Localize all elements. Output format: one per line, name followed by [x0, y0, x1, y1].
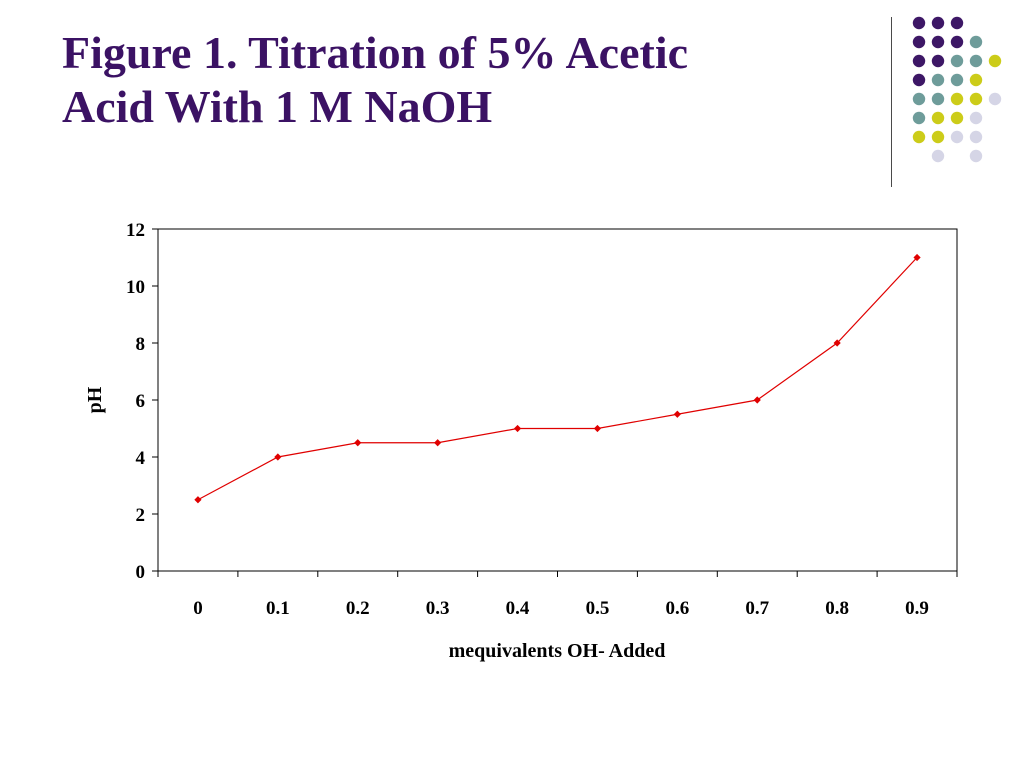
- y-tick-label: 4: [136, 448, 146, 469]
- y-axis-title: pH: [84, 386, 106, 413]
- y-tick-label: 6: [136, 391, 146, 412]
- data-point: [593, 424, 602, 433]
- x-tick-label: 0.2: [346, 598, 370, 619]
- data-point: [513, 424, 522, 433]
- data-point: [913, 253, 921, 262]
- series-line: [197, 257, 918, 501]
- data-point: [753, 396, 761, 404]
- title-divider: [891, 17, 892, 187]
- y-tick-label: 12: [126, 220, 145, 241]
- data-point: [354, 439, 362, 447]
- x-tick-label: 0.8: [825, 598, 849, 619]
- slide-title: Figure 1. Titration of 5% Acetic Acid Wi…: [62, 26, 862, 134]
- x-tick-label: 0.3: [426, 598, 450, 619]
- y-tick-label: 2: [136, 505, 146, 526]
- data-point: [274, 453, 282, 461]
- x-tick-label: 0.4: [506, 598, 530, 619]
- plot-area: [157, 228, 958, 572]
- data-point: [434, 439, 442, 447]
- data-point: [194, 496, 202, 504]
- y-tick-label: 0: [136, 562, 146, 583]
- x-axis-title: mequivalents OH- Added: [449, 640, 666, 662]
- x-tick-label: 0.6: [665, 598, 689, 619]
- x-tick-label: 0.9: [905, 598, 929, 619]
- y-tick-label: 10: [126, 277, 145, 298]
- data-point: [673, 410, 681, 418]
- data-point: [833, 339, 841, 347]
- title-line-2: Acid With 1 M NaOH: [62, 81, 493, 132]
- x-tick-label: 0.1: [266, 598, 290, 619]
- x-tick-label: 0: [193, 598, 203, 619]
- y-tick-label: 8: [136, 334, 146, 355]
- x-tick-label: 0.7: [745, 598, 769, 619]
- title-line-1: Figure 1. Titration of 5% Acetic: [62, 27, 689, 78]
- x-tick-label: 0.5: [586, 598, 610, 619]
